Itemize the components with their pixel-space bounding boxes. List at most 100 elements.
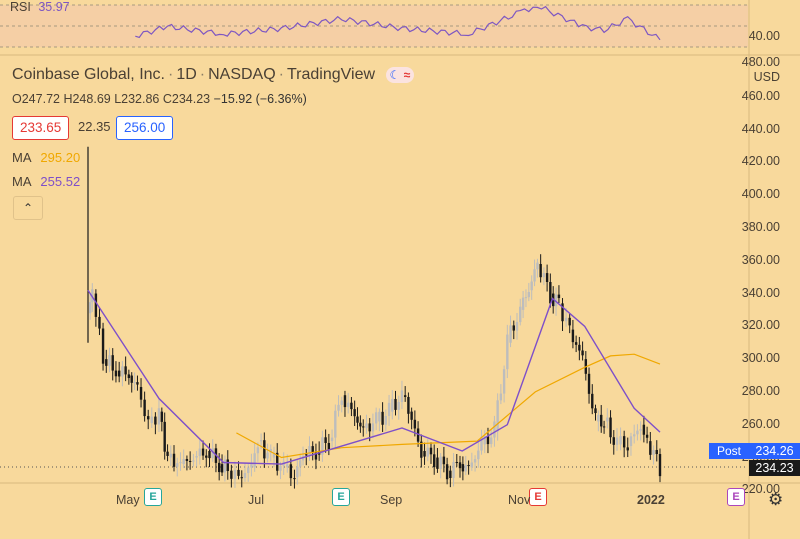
candle-body [622,436,626,448]
interval[interactable]: 1D [176,66,197,83]
candle-body [298,460,302,467]
candle-body [314,452,318,460]
candle-body [612,437,615,445]
symbol-header[interactable]: Coinbase Global, Inc. · 1D · NASDAQ · TradingV… [12,66,415,84]
candle-body [578,344,581,351]
candle-body [545,273,549,282]
candle-body [458,462,462,469]
x-tick-label: Sep [380,493,403,507]
candle-body [334,410,337,438]
candle-body [240,477,243,479]
candle-body [343,395,347,408]
earnings-marker[interactable]: E [144,488,162,506]
candle-body [289,464,293,479]
ask-price-button[interactable]: 256.00 [116,116,174,140]
candle-body [557,294,561,299]
candle-body [378,411,381,422]
candle-body [581,350,584,356]
y-tick-label: 400.00 [741,187,780,202]
market-status-icon[interactable]: ☾ ≈ [385,66,415,83]
candle-body [549,281,552,304]
candle-body [413,419,417,429]
candle-body [94,293,98,317]
earnings-marker[interactable]: E [332,488,350,506]
candle-body [346,402,350,408]
rsi-legend: RSI 35.97 [10,0,70,14]
candle-body [182,459,185,465]
candle-body [539,264,542,278]
low-key: L [114,92,122,106]
candle-body [464,465,467,472]
bid-price-button[interactable]: 233.65 [12,116,70,140]
candle-body [250,463,253,468]
candle-body [371,423,375,432]
candle-body [442,456,446,465]
candle-body [506,334,509,370]
candle-body [564,317,568,322]
low-value: 232.86 [121,92,160,106]
candle-body [253,453,256,468]
open-key: O [12,92,22,106]
symbol-name: Coinbase Global, Inc. [12,66,165,83]
earnings-marker[interactable]: E [727,488,745,506]
candle-body [561,303,564,322]
candle-body [439,456,442,469]
close-value: 234.23 [171,92,211,106]
ma-fast-line [87,289,661,465]
ma-fast-label: MA [12,174,31,189]
candle-body [208,450,211,459]
candle-body [350,402,353,410]
ma-fast-value: 255.52 [40,174,81,189]
candle-body [397,402,400,410]
candle-body [420,441,423,458]
candle-body [121,366,124,377]
y-tick-label: 360.00 [741,252,780,267]
collapse-legend-button[interactable]: ⌃ [13,196,43,220]
chevron-up-icon: ⌃ [22,201,34,215]
candle-body [436,457,439,469]
candle-body [423,450,426,457]
candle-body [609,417,612,438]
moon-icon: ☾ [389,67,401,82]
candle-body [108,355,111,366]
y-tick-label: 340.00 [741,285,780,300]
candle-body [192,460,195,462]
ma-fast-legend[interactable]: MA 255.52 [12,174,80,189]
candle-body [554,294,558,307]
candle-body [230,470,233,479]
candle-body [407,396,410,414]
candle-body [263,440,266,459]
candle-body [205,455,208,458]
candle-body [147,416,150,420]
candle-body [105,359,108,366]
ma-slow-legend[interactable]: MA 295.20 [12,150,80,165]
candle-body [201,448,205,456]
close-key: C [162,92,172,106]
y-tick-label: 440.00 [741,121,780,136]
candle-body [324,437,327,443]
candle-body [217,462,221,473]
earnings-marker[interactable]: E [529,488,547,506]
candle-body [259,440,263,442]
candle-body [403,395,407,397]
candle-body [489,437,493,445]
ma-slow-value: 295.20 [40,150,81,165]
candle-body [185,459,189,461]
candle-body [496,400,499,432]
candle-body [136,382,139,385]
settings-gear-icon[interactable]: ⚙ [768,490,784,509]
y-tick-label: 220.00 [741,482,780,497]
candle-body [308,446,311,456]
candle-body [499,393,503,401]
candle-body [117,370,121,377]
candle-body [486,436,490,445]
candle-body [632,434,636,437]
candle-body [521,297,525,310]
candle-body [293,478,296,480]
candle-body [597,414,600,422]
candle-body [400,390,404,403]
candle-body [381,411,384,425]
candle-body [266,452,269,459]
currency-label[interactable]: USD [753,70,780,84]
